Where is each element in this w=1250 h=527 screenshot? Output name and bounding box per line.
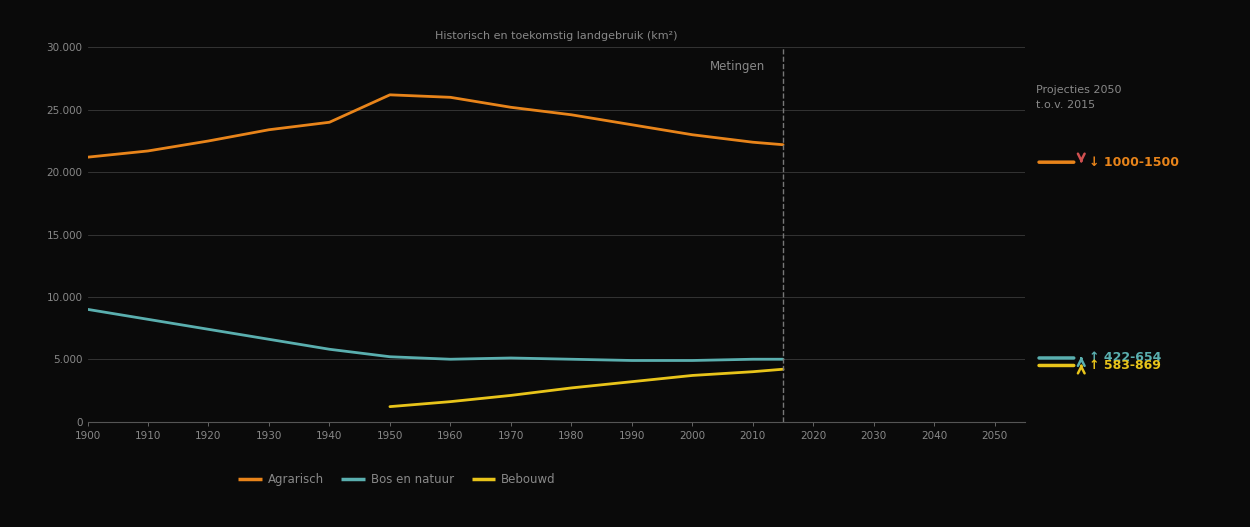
Title: Historisch en toekomstig landgebruik (km²): Historisch en toekomstig landgebruik (km… [435, 31, 678, 41]
Text: Metingen: Metingen [710, 60, 765, 73]
Text: ↑ 422-654: ↑ 422-654 [1089, 352, 1161, 365]
Text: ↓ 1000-1500: ↓ 1000-1500 [1089, 155, 1179, 169]
Legend: Agrarisch, Bos en natuur, Bebouwd: Agrarisch, Bos en natuur, Bebouwd [234, 468, 560, 491]
Text: Projecties 2050
t.o.v. 2015: Projecties 2050 t.o.v. 2015 [1036, 85, 1121, 110]
Text: ↑ 583-869: ↑ 583-869 [1089, 359, 1160, 372]
